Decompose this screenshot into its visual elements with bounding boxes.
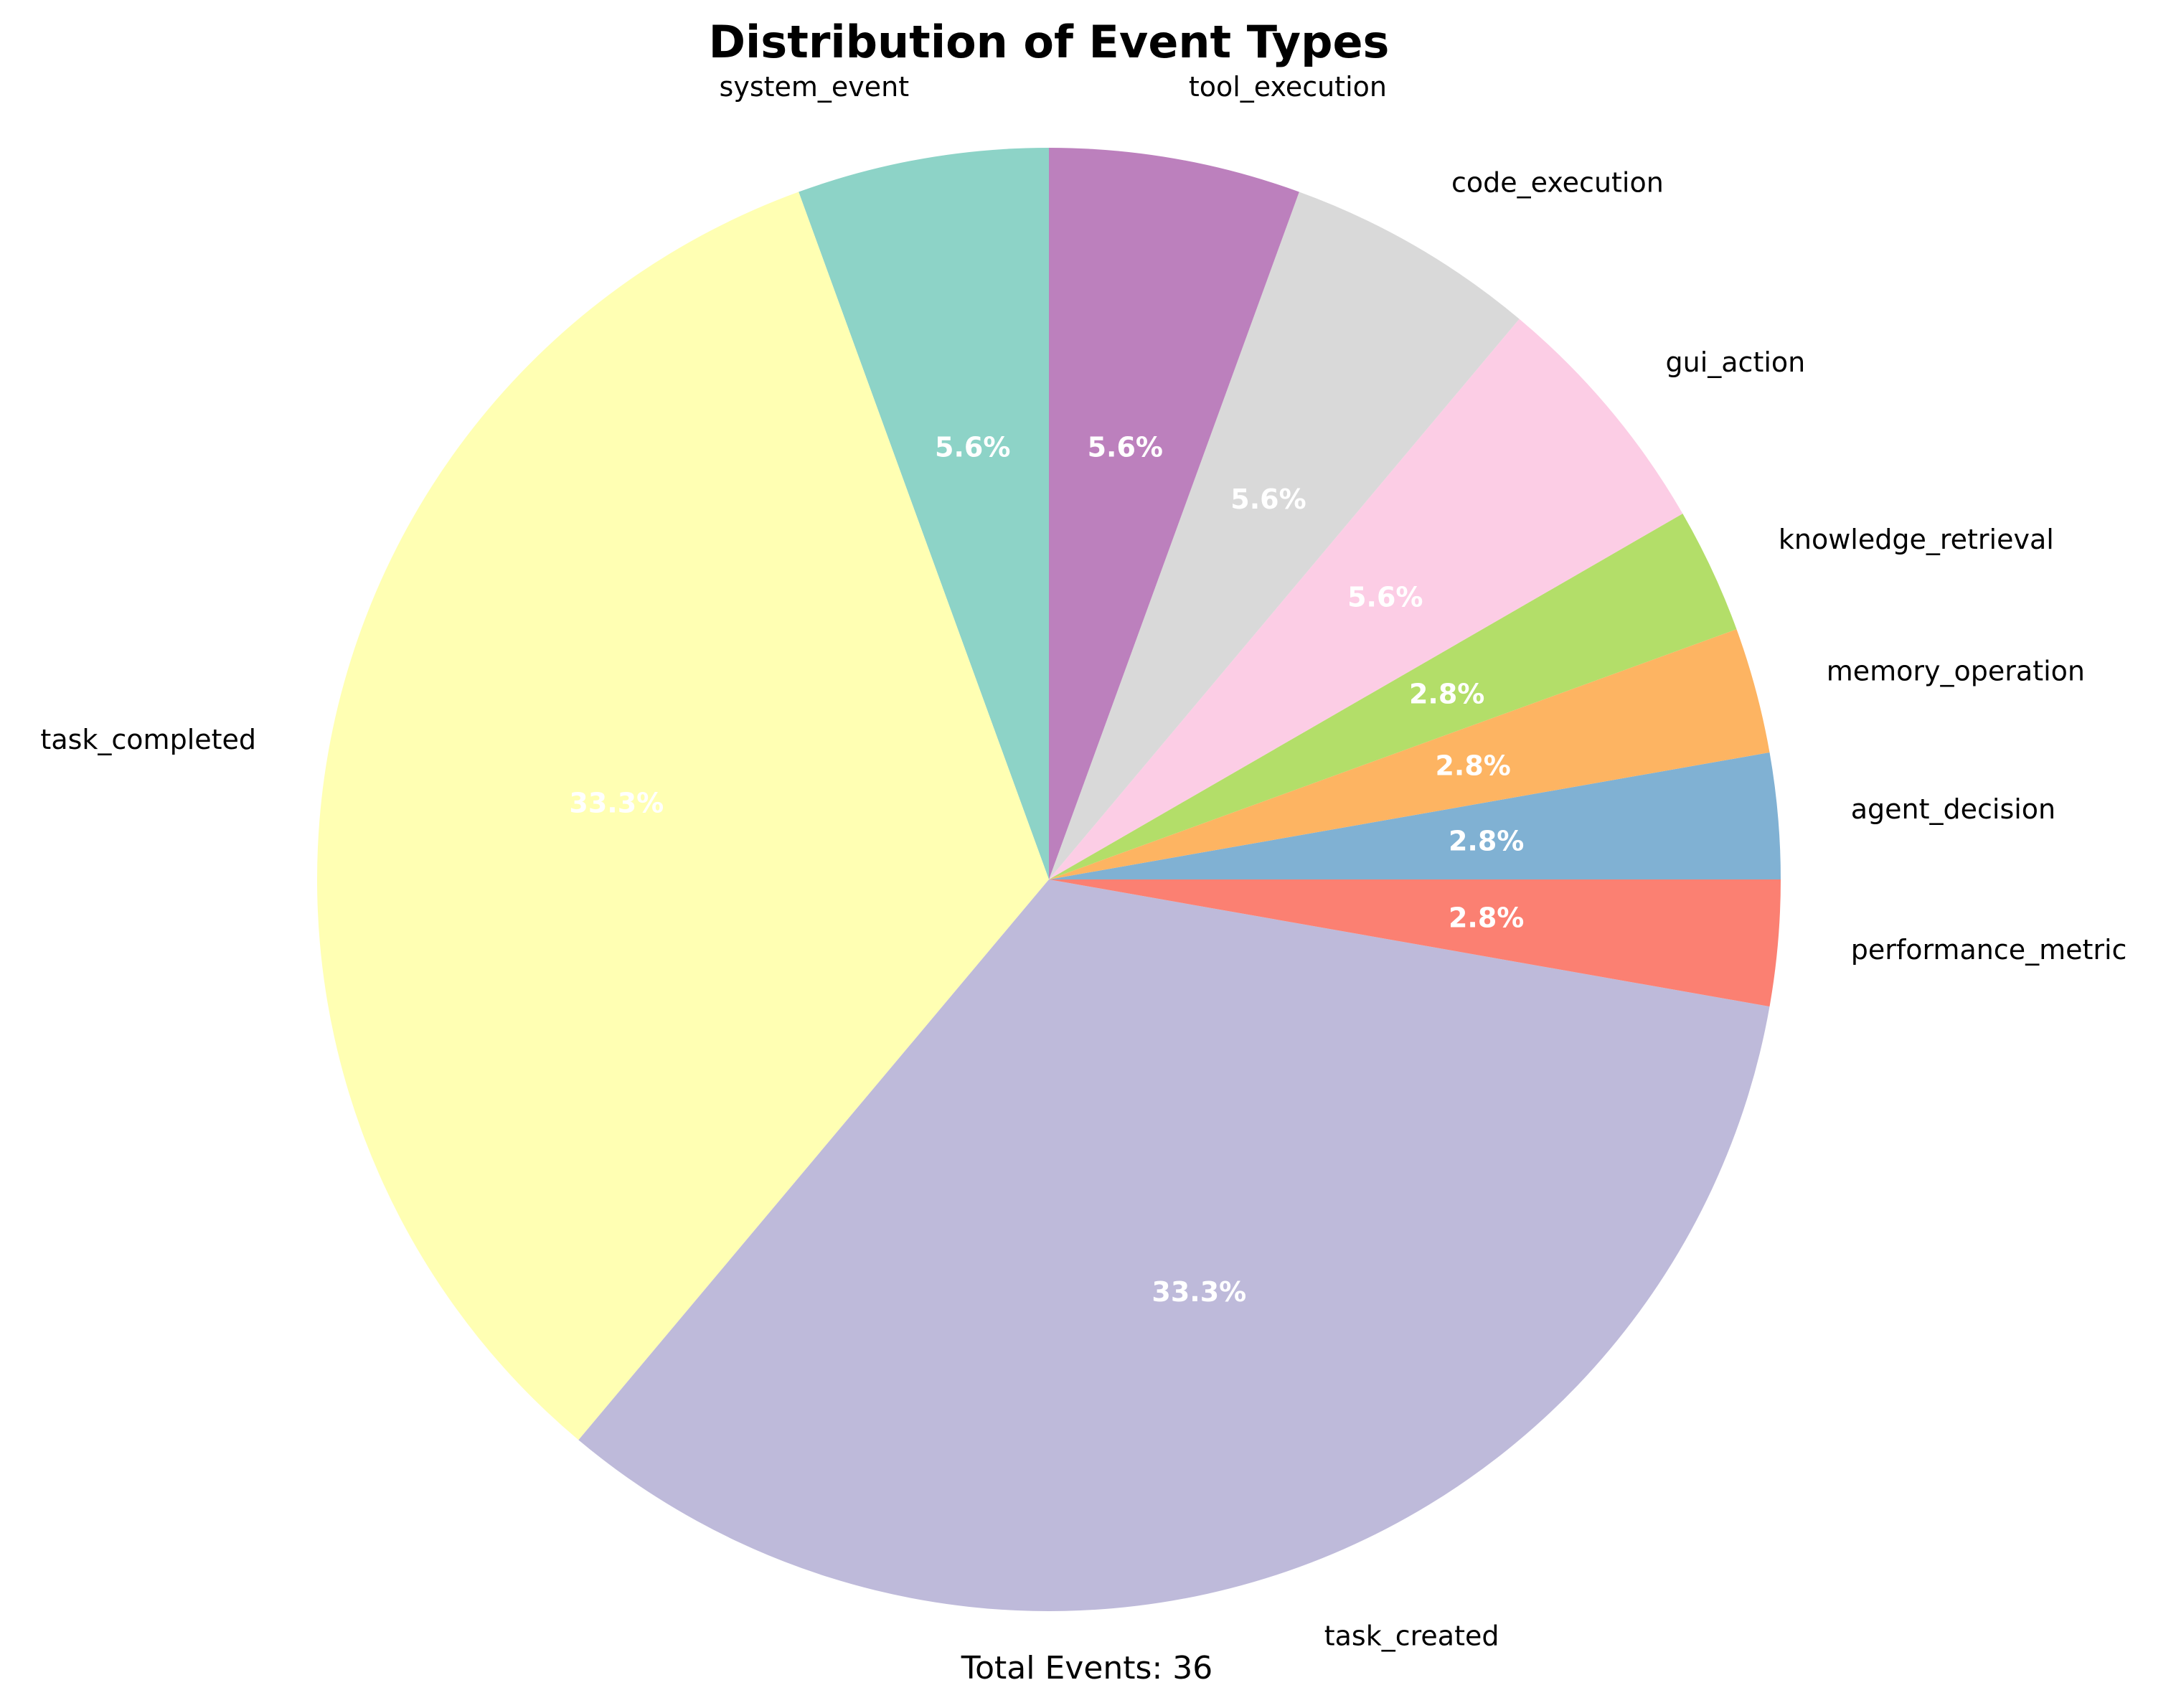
slice-knowledge-retrieval (1049, 514, 1737, 879)
category-label-tool-execution: tool_execution (1189, 71, 1387, 103)
pct-label-performance-metric: 2.8% (1449, 902, 1524, 933)
category-label-task-completed: task_completed (40, 724, 256, 755)
category-label-code-execution: code_execution (1451, 166, 1664, 198)
slice-performance-metric (1049, 879, 1781, 1007)
pct-label-agent-decision: 2.8% (1449, 826, 1524, 857)
pct-label-task-created: 33.3% (1152, 1276, 1246, 1308)
pct-label-code-execution: 5.6% (1230, 483, 1306, 515)
chart-title: Distribution of Event Types (709, 16, 1390, 68)
pct-label-memory-operation: 2.8% (1435, 750, 1510, 782)
category-label-task-created: task_created (1324, 1620, 1499, 1651)
slice-gui-action (1049, 319, 1683, 880)
pie-slices (317, 148, 1781, 1611)
slice-tool-execution (1049, 148, 1299, 879)
total-events-label: Total Events: 36 (961, 1650, 1213, 1686)
slice-system-event (799, 148, 1049, 879)
category-label-memory-operation: memory_operation (1827, 656, 2085, 687)
slice-task-created (578, 879, 1770, 1611)
slice-task-completed (317, 192, 1050, 1440)
category-label-system-event: system_event (720, 71, 910, 103)
slice-agent-decision (1049, 752, 1781, 879)
pct-label-knowledge-retrieval: 2.8% (1409, 678, 1484, 709)
category-label-gui-action: gui_action (1666, 346, 1806, 378)
pie-labels: 5.6% system_event 33.3% task_completed 33.3%… (40, 71, 2127, 1651)
category-label-agent-decision: agent_decision (1851, 793, 2055, 825)
pct-label-system-event: 5.6% (935, 431, 1010, 463)
pct-label-gui-action: 5.6% (1347, 582, 1423, 613)
category-label-knowledge-retrieval: knowledge_retrieval (1779, 524, 2054, 555)
pct-label-tool-execution: 5.6% (1088, 431, 1163, 463)
slice-memory-operation (1049, 629, 1770, 879)
slice-code-execution (1049, 192, 1520, 879)
category-label-performance-metric: performance_metric (1851, 934, 2127, 966)
pct-label-task-completed: 33.3% (569, 788, 664, 819)
